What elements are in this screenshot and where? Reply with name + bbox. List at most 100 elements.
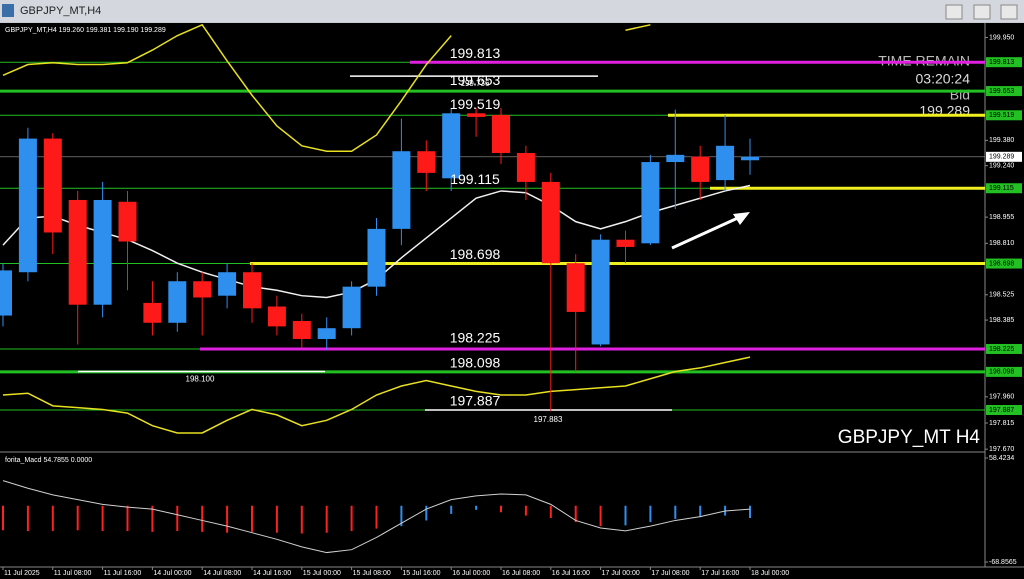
- bid-tag-label: 199.289: [989, 154, 1014, 161]
- x-tick-label: 15 Jul 16:00: [402, 570, 440, 577]
- bid-label: Bid: [950, 87, 970, 103]
- y-tick-label: 58.4234: [989, 455, 1014, 462]
- indicator-line: [2, 23, 651, 152]
- bid-tag: [986, 151, 1022, 162]
- maximize-button[interactable]: [973, 4, 991, 20]
- x-tick-label: 17 Jul 08:00: [651, 570, 689, 577]
- level-label: 197.883: [534, 415, 563, 424]
- level-label: 198.100: [186, 375, 215, 384]
- symbol-label: GBPJPY_MT H4: [838, 427, 981, 448]
- candle-body: [68, 199, 87, 305]
- candle-body: [317, 328, 336, 340]
- candle-body: [442, 113, 461, 179]
- candle-body: [616, 239, 635, 247]
- axis-tag: [986, 366, 1022, 377]
- candle-body: [467, 113, 486, 117]
- window-title: GBPJPY_MT,H4: [20, 5, 101, 17]
- candle-body: [243, 272, 261, 309]
- candle-body: [392, 151, 411, 229]
- axis-tag: [986, 110, 1022, 121]
- axis-tag: [986, 183, 1022, 194]
- candle-body: [93, 199, 112, 305]
- time-remain: 03:20:24: [916, 71, 971, 87]
- candle-body: [267, 306, 286, 327]
- level-label: 199.653: [450, 72, 501, 88]
- candle-body: [566, 263, 585, 312]
- candle-body: [591, 239, 610, 345]
- candle-body: [143, 302, 162, 323]
- y-tick-label: 197.670: [989, 446, 1014, 453]
- candle-body: [118, 201, 137, 242]
- candle-body: [691, 156, 710, 182]
- candle-body: [516, 153, 535, 182]
- y-tick-label: 198.810: [989, 240, 1014, 247]
- axis-tag-label: 199.653: [989, 88, 1014, 95]
- axis-tag: [986, 258, 1022, 269]
- x-tick-label: 14 Jul 00:00: [153, 570, 191, 577]
- axis-tag-label: 199.519: [989, 112, 1014, 119]
- axis-tag-label: 199.115: [989, 185, 1014, 192]
- price-plot: [0, 23, 985, 434]
- axis-tag: [986, 86, 1022, 97]
- x-tick-label: 14 Jul 08:00: [203, 570, 241, 577]
- candle-body: [218, 272, 237, 296]
- level-label: 199.736: [461, 79, 490, 88]
- level-label: 199.813: [450, 45, 501, 61]
- candle-body: [43, 138, 62, 233]
- x-tick-label: 16 Jul 00:00: [452, 570, 490, 577]
- axis-tag-label: 198.698: [989, 260, 1014, 267]
- minimize-button[interactable]: [945, 4, 963, 20]
- y-tick-label: -68.8565: [989, 559, 1017, 566]
- window-icon: [2, 4, 14, 17]
- x-tick-label: 11 Jul 16:00: [104, 570, 142, 577]
- candle-body: [641, 162, 660, 244]
- y-tick-label: 198.525: [989, 292, 1014, 299]
- candle-body: [0, 270, 12, 316]
- candle-body: [342, 286, 361, 329]
- axis-tag: [986, 57, 1022, 68]
- axis-tag: [986, 405, 1022, 416]
- x-tick-label: 17 Jul 00:00: [602, 570, 640, 577]
- indicator-line: [2, 356, 751, 434]
- x-tick-label: 15 Jul 00:00: [303, 570, 341, 577]
- y-tick-label: 198.955: [989, 214, 1014, 221]
- y-tick-label: 197.960: [989, 394, 1014, 401]
- signal-line: [2, 480, 751, 554]
- candle-body: [292, 320, 311, 340]
- x-tick-label: 11 Jul 08:00: [54, 570, 92, 577]
- x-tick-label: 16 Jul 16:00: [552, 570, 590, 577]
- close-button[interactable]: [1000, 4, 1018, 20]
- y-tick-label: 199.950: [989, 34, 1014, 41]
- x-tick-label: 15 Jul 08:00: [353, 570, 391, 577]
- candle-body: [492, 115, 510, 154]
- y-tick-label: 197.815: [989, 420, 1014, 427]
- x-tick-label: 18 Jul 00:00: [751, 570, 789, 577]
- chart-area: [0, 23, 1024, 579]
- title-bar: [0, 0, 1024, 22]
- candle-body: [666, 154, 685, 163]
- candle-body: [193, 281, 212, 298]
- trend-arrow: [671, 212, 750, 250]
- y-tick-label: 198.385: [989, 317, 1014, 324]
- indicator-title: forita_Macd 54.7855 0.0000: [5, 457, 92, 464]
- chart-info: GBPJPY_MT,H4 199.260 199.381 199.190 199…: [5, 27, 166, 34]
- level-label: 198.698: [450, 246, 501, 262]
- level-label: 198.098: [450, 355, 501, 371]
- candle-body: [541, 181, 560, 264]
- x-tick-label: 16 Jul 08:00: [502, 570, 540, 577]
- y-tick-label: 199.240: [989, 163, 1014, 170]
- candle-body: [741, 156, 759, 161]
- candle-body: [168, 281, 187, 323]
- level-label: 197.887: [450, 393, 501, 409]
- x-tick-label: 14 Jul 16:00: [253, 570, 291, 577]
- y-tick-label: 199.380: [989, 137, 1014, 144]
- axis-tag-label: 199.813: [989, 59, 1014, 66]
- candle-body: [417, 151, 436, 173]
- axis-tag: [986, 343, 1022, 354]
- candle-body: [367, 228, 386, 287]
- x-tick-label: 17 Jul 16:00: [701, 570, 739, 577]
- candle-body: [716, 145, 735, 181]
- axis-tag-label: 198.098: [989, 369, 1014, 376]
- axis-tag-label: 197.887: [989, 407, 1014, 414]
